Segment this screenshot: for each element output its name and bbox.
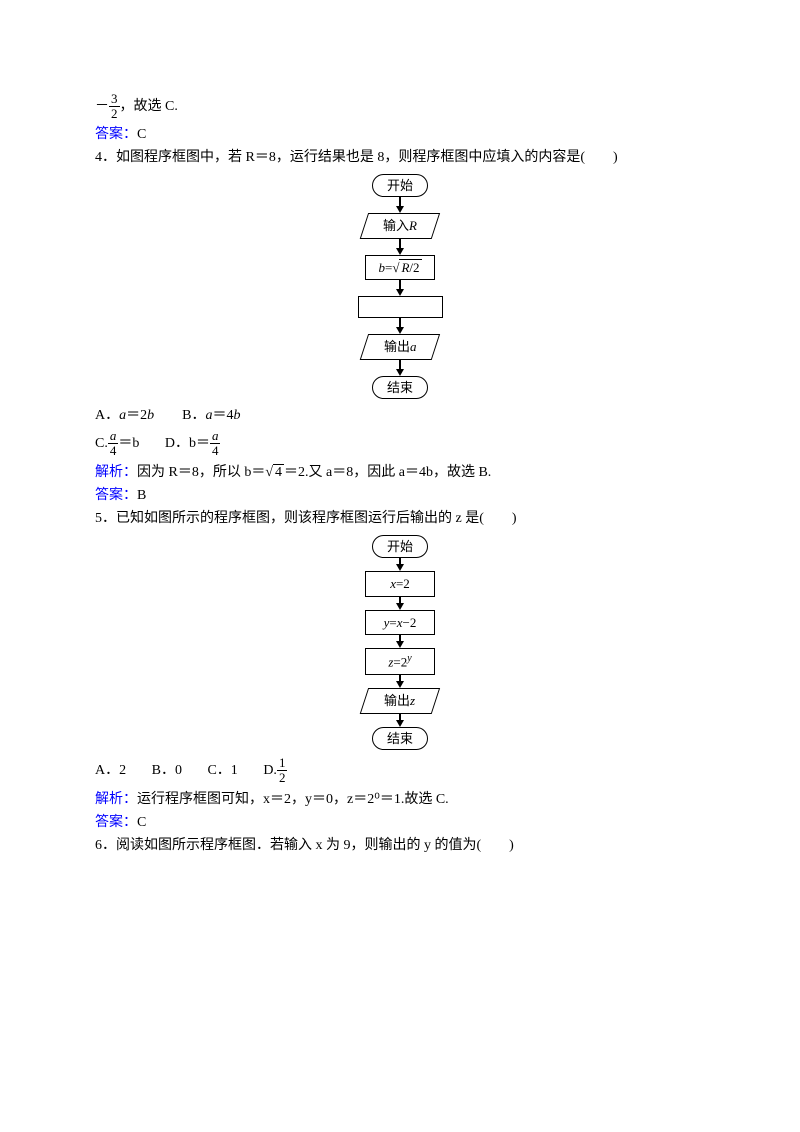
q4-prompt: 4．如图程序框图中，若 R＝8，运行结果也是 8，则程序框图中应填入的内容是( … bbox=[95, 147, 705, 168]
answer-label: 答案： bbox=[95, 127, 137, 142]
option-d: D.12 bbox=[263, 756, 287, 786]
answer-label: 答案： bbox=[95, 488, 137, 503]
fc-z-2y: z=2y bbox=[365, 648, 435, 675]
fc-end: 结束 bbox=[372, 727, 428, 751]
q5-options: A．2 B．0 C．1 D.12 bbox=[95, 756, 705, 786]
fraction-3-over-2: 32 bbox=[109, 92, 120, 122]
arrow-down-icon bbox=[396, 564, 404, 571]
q5-prompt: 5．已知如图所示的程序框图，则该程序框图运行后输出的 z 是( ) bbox=[95, 508, 705, 529]
arrow-down-icon bbox=[396, 369, 404, 376]
analysis-label: 解析： bbox=[95, 465, 137, 480]
q4-options-row1: A．a＝2b B．a＝4b bbox=[95, 405, 705, 426]
arrow-down-icon bbox=[396, 289, 404, 296]
fc-start: 开始 bbox=[372, 535, 428, 559]
sqrt-4: 4 bbox=[265, 462, 284, 483]
q4-flowchart: 开始 输入R b=R/2 输出a 结束 bbox=[95, 174, 705, 400]
q5-answer: 答案：C bbox=[95, 812, 705, 833]
fc-end: 结束 bbox=[372, 376, 428, 400]
q5-flowchart: 开始 x=2 y=x−2 z=2y 输出z 结束 bbox=[95, 535, 705, 750]
option-c: C.a4＝b bbox=[95, 429, 139, 459]
q4-options-row2: C.a4＝b D．b＝a4 bbox=[95, 429, 705, 459]
answer-value: B bbox=[137, 488, 146, 503]
q4-answer: 答案：B bbox=[95, 485, 705, 506]
q3-tail: ，故选 C. bbox=[120, 99, 178, 114]
fc-y-x-2: y=x−2 bbox=[365, 610, 435, 636]
q4-analysis: 解析：因为 R＝8，所以 b＝4＝2.又 a＝8，因此 a＝4b，故选 B. bbox=[95, 462, 705, 483]
fc-assign-b: b=R/2 bbox=[365, 255, 435, 281]
option-b: B．0 bbox=[152, 760, 182, 781]
arrow-down-icon bbox=[396, 681, 404, 688]
fc-start: 开始 bbox=[372, 174, 428, 198]
arrow-down-icon bbox=[396, 641, 404, 648]
fc-x-2: x=2 bbox=[365, 571, 435, 597]
arrow-down-icon bbox=[396, 603, 404, 610]
answer-value: C bbox=[137, 815, 146, 830]
q5-analysis: 解析：运行程序框图可知，x＝2，y＝0，z＝2⁰＝1.故选 C. bbox=[95, 789, 705, 810]
answer-label: 答案： bbox=[95, 815, 137, 830]
option-d: D．b＝a4 bbox=[165, 429, 221, 459]
fc-output-a: 输出a bbox=[360, 334, 440, 360]
fc-input-r: 输入R bbox=[360, 213, 440, 239]
minus: － bbox=[95, 99, 109, 114]
answer-value: C bbox=[137, 127, 146, 142]
option-a: A．2 bbox=[95, 760, 126, 781]
arrow-down-icon bbox=[396, 248, 404, 255]
q6-prompt: 6．阅读如图所示程序框图．若输入 x 为 9，则输出的 y 的值为( ) bbox=[95, 835, 705, 856]
analysis-label: 解析： bbox=[95, 792, 137, 807]
fc-blank-box bbox=[358, 296, 443, 318]
option-c: C．1 bbox=[207, 760, 237, 781]
fc-output-z: 输出z bbox=[360, 688, 440, 714]
q3-answer: 答案：C bbox=[95, 124, 705, 145]
arrow-down-icon bbox=[396, 720, 404, 727]
q3-remainder: －32，故选 C. bbox=[95, 92, 705, 122]
